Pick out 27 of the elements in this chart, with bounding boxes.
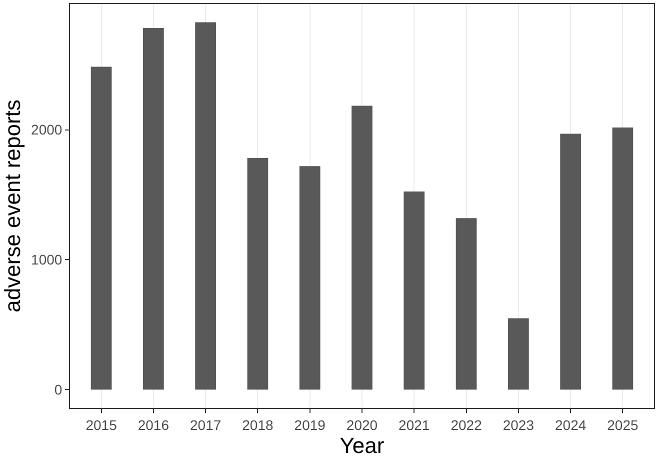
x-tick-label: 2015 [86,416,118,433]
x-axis-title: Year [340,432,384,458]
x-tick-label: 2021 [398,416,430,433]
x-tick-label: 2025 [607,416,638,433]
bar [90,66,112,390]
y-axis-title: adverse event reports [0,100,25,312]
bar [352,106,372,390]
bar [143,28,164,390]
bar [560,134,581,390]
x-tick-label: 2022 [450,416,482,433]
y-tick-label: 0 [54,382,62,398]
bar [404,192,425,390]
bar [195,22,216,390]
y-tick-label: 2000 [31,122,62,138]
bar [456,218,477,390]
bar [299,166,320,390]
x-tick-label: 2017 [190,416,222,433]
y-tick-label: 1000 [31,252,62,268]
x-tick-label: 2019 [294,416,326,433]
bar [612,127,634,390]
x-tick-label: 2023 [502,416,534,433]
x-tick-label: 2018 [242,416,274,433]
bar [247,158,268,390]
x-tick-label: 2020 [346,416,378,433]
bar [508,318,529,390]
x-tick-label: 2016 [138,416,170,433]
x-tick-label: 2024 [554,416,586,433]
